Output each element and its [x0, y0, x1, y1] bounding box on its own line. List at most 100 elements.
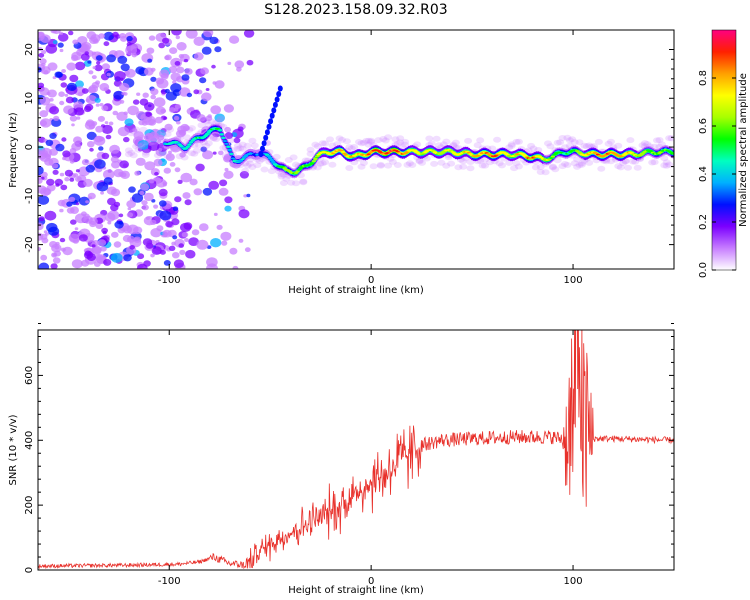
spectrogram-haze — [357, 163, 366, 170]
spectrogram-haze — [260, 166, 269, 173]
spectrogram-noise-blob — [38, 52, 45, 58]
spectrogram-noise-blob — [109, 144, 120, 154]
spectrogram-haze — [660, 162, 669, 169]
spectrogram-noise-blob — [38, 66, 42, 73]
spectrogram-noise-blob — [174, 61, 181, 66]
snr-y-tick-label: 600 — [24, 366, 35, 385]
spectrogram-haze — [427, 140, 436, 147]
spectrogram-haze — [151, 129, 160, 136]
spectrogram-haze — [362, 137, 371, 144]
spectrogram-haze — [350, 144, 359, 150]
spectrogram-noise-blob — [49, 241, 58, 248]
spectrogram-haze — [405, 160, 414, 167]
spectrogram-noise-blob — [224, 132, 233, 140]
spectrogram-noise-blob — [69, 233, 80, 242]
spectrogram-haze — [662, 162, 671, 169]
spectrogram-noise-blob — [38, 222, 44, 231]
spectrogram-noise-blob — [176, 120, 181, 125]
spectrogram-haze — [418, 159, 426, 166]
spectrogram-ridge-cell — [311, 160, 316, 163]
spectrogram-haze — [289, 154, 298, 161]
spectrogram-noise-blob — [73, 173, 79, 178]
spectrogram-noise-blob — [117, 55, 128, 64]
spectrogram-haze — [311, 141, 320, 148]
spectrogram-noise-blob — [99, 103, 104, 107]
spectrogram-noise-blob — [81, 158, 90, 166]
spectrogram-noise-blob — [118, 221, 124, 225]
spectrogram-y-tick-label: 10 — [24, 92, 35, 105]
spectrogram-haze — [548, 163, 557, 170]
spectrogram-noise-blob — [134, 170, 141, 176]
spectrogram-noise-blob — [91, 51, 97, 56]
spectrogram-noise-blob — [39, 87, 50, 96]
spectrogram-frame — [37, 29, 675, 270]
snr-x-tick-label: 100 — [564, 576, 583, 587]
spectrogram-noise-blob — [39, 110, 49, 118]
spectrogram-noise-blob — [180, 123, 190, 132]
spectrogram-haze — [183, 134, 191, 141]
spectrogram-haze — [248, 137, 257, 144]
spectrogram-noise-blob — [131, 193, 144, 203]
spectrogram-noise-blob — [53, 115, 60, 121]
spectrogram-haze — [212, 136, 221, 143]
spectrogram-noise-blob — [181, 74, 190, 81]
spectrogram-noise-blob — [195, 163, 205, 172]
spectrogram-haze — [466, 165, 475, 172]
spectrogram-haze — [607, 158, 615, 165]
spectrogram-haze — [209, 134, 218, 141]
spectrogram-noise-blob — [103, 177, 113, 185]
spectrogram-haze — [432, 135, 441, 142]
spectrogram-haze — [442, 162, 451, 169]
spectrogram-x-tick-label: 100 — [564, 275, 583, 286]
spectrogram-noise-blob — [224, 196, 233, 204]
spectrogram-noise-blob — [120, 35, 128, 42]
spectrogram-haze — [287, 179, 296, 186]
spectrogram-noise-blob — [153, 158, 163, 167]
spectrogram-haze — [149, 133, 158, 140]
spectrogram-noise-blob — [156, 178, 167, 188]
spectrogram-noise-blob — [147, 141, 160, 151]
spectrogram-haze — [381, 137, 390, 144]
spectrogram-noise-blob — [165, 153, 175, 162]
spectrogram-noise-blob — [71, 123, 75, 127]
spectrogram-noise-blob — [162, 229, 172, 238]
spectrogram-noise-blob — [150, 253, 155, 258]
spectrogram-ridge-cell — [224, 143, 229, 145]
spectrogram-ridge-cell — [187, 143, 192, 146]
spectrogram-noise-blob — [98, 33, 105, 39]
spectrogram-haze — [238, 141, 247, 148]
spectrogram-noise-blob — [45, 154, 52, 160]
spectrogram-noise-blob — [126, 42, 132, 47]
spectrogram-haze — [665, 135, 674, 142]
spectrogram-noise-blob — [45, 139, 54, 146]
spectrogram-noise-blob — [83, 213, 90, 220]
spectrogram-ridge-cell — [313, 158, 318, 160]
spectrogram-noise-blob — [101, 105, 109, 111]
spectrogram-haze — [267, 168, 276, 175]
spectrogram-noise-blob — [220, 231, 232, 241]
spectrogram-noise-blob — [201, 92, 212, 102]
spectrogram-haze — [459, 163, 468, 170]
spectrogram-noise-blob — [89, 220, 97, 228]
spectrogram-noise-blob — [80, 41, 92, 51]
spectrogram-ridge-cell — [230, 157, 236, 160]
spectrogram-ridge-cell — [184, 147, 189, 150]
spectrogram-haze — [158, 131, 167, 138]
spectrogram-haze — [178, 130, 187, 137]
spectrogram-noise-blob — [104, 121, 109, 125]
spectrogram-haze — [175, 153, 184, 160]
spectrogram-noise-blob — [142, 92, 149, 98]
spectrogram-noise-blob — [116, 111, 128, 122]
spectrogram-x-tick-label: 0 — [368, 275, 374, 286]
spectrogram-haze — [401, 138, 410, 145]
spectrogram-haze — [481, 156, 489, 163]
spectrogram-y-axis-label: Frequency (Hz) — [8, 112, 19, 188]
spectrogram-ridge-cell — [549, 157, 554, 159]
spectrogram-noise-blob — [60, 184, 68, 191]
spectrogram-branch-cell — [277, 85, 283, 92]
spectrogram-noise-blob — [125, 45, 137, 56]
spectrogram-noise-blob — [232, 265, 239, 269]
spectrogram-noise-blob — [49, 132, 57, 139]
spectrogram-noise-blob — [218, 150, 224, 156]
spectrogram-noise-blob — [168, 245, 176, 251]
